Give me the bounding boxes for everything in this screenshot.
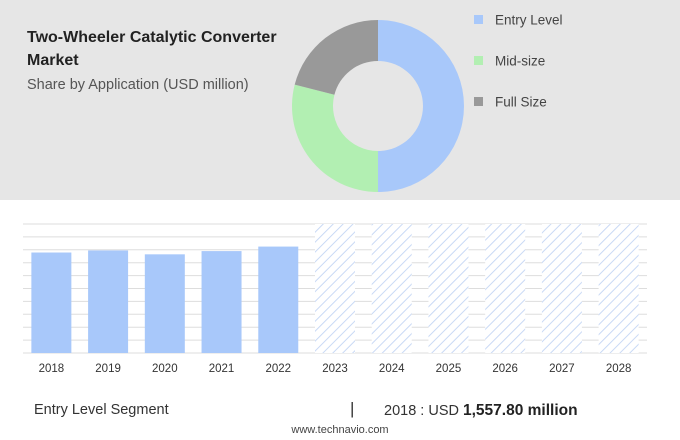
x-tick-label: 2023 [322,363,348,375]
x-tick-label: 2018 [39,363,65,375]
bar-2019 [88,250,129,353]
bar-2021 [201,251,242,353]
x-tick-label: 2026 [492,363,518,375]
legend-label: Mid-size [495,53,546,69]
donut-slice-entry-level [378,20,464,192]
legend-label: Entry Level [495,12,563,28]
x-tick-label: 2019 [95,363,121,375]
forecast-bar-2028 [598,224,639,353]
x-tick-label: 2021 [209,363,235,375]
forecast-bar-2027 [541,224,582,353]
x-tick-label: 2027 [549,363,575,375]
bar-chart: 2018 2019 2020 2021 2022 2023 2024 2025 2026 2027… [23,223,647,375]
forecast-bar-2024 [371,224,412,353]
forecast-bar-2025 [428,224,469,353]
footer-value-amount: 1,557.80 million [463,402,578,419]
chart-title: Two-Wheeler Catalytic Converter Market [27,29,277,69]
donut-slice-mid-size [292,84,378,192]
bar-2020 [144,254,185,353]
bar-2022 [258,246,299,353]
x-tick-label: 2024 [379,363,405,375]
footer-separator: | [350,399,355,418]
legend-item-entry-level: Entry Level [474,10,563,30]
x-tick-label: 2028 [606,363,632,375]
legend-item-mid-size: Mid-size [474,51,563,71]
legend-label: Full Size [495,94,547,110]
forecast-bar-2023 [315,224,355,353]
chart-subtitle: Share by Application (USD million) [27,77,249,93]
x-tick-label: 2020 [152,363,178,375]
donut-slice-full-size [294,20,378,95]
footer-value: 2018 : USD 1,557.80 million [384,402,578,420]
footer-segment-label: Entry Level Segment [34,402,169,418]
x-tick-label: 2025 [436,363,462,375]
footer-value-prefix: 2018 : USD [384,403,459,419]
legend: Entry Level Mid-size Full Size [474,10,563,133]
x-tick-label: 2022 [265,363,291,375]
legend-swatch [474,14,483,24]
legend-item-full-size: Full Size [474,92,563,112]
donut-chart [292,20,464,192]
bar-2018 [31,252,72,353]
forecast-bar-2026 [485,224,526,353]
watermark: www.technavio.com [291,424,389,436]
legend-swatch [474,96,483,106]
legend-swatch [474,55,483,65]
